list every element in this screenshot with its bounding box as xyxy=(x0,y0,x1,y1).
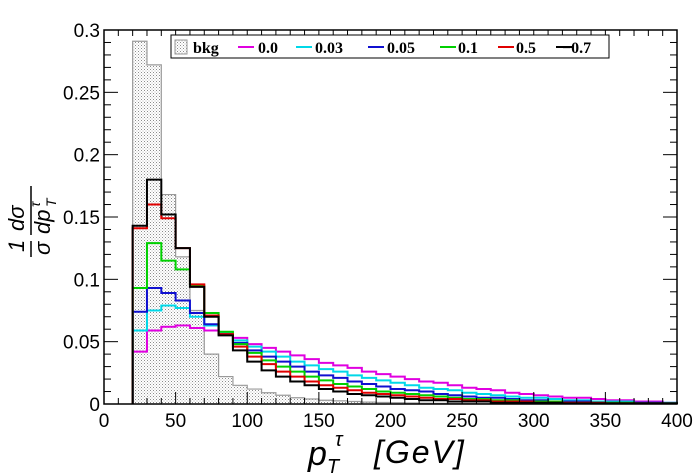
series-layer xyxy=(131,40,678,405)
series-4 xyxy=(131,242,678,405)
y-tick-label: 0.1 xyxy=(74,270,100,291)
x-axis-title-sub: T xyxy=(327,456,341,475)
x-tick-label: 100 xyxy=(231,411,263,432)
legend-label: 0.5 xyxy=(516,40,536,57)
bkg-bin xyxy=(232,385,248,404)
bkg-bin xyxy=(189,310,205,404)
bkg-bin xyxy=(218,376,233,404)
x-tick-label: 300 xyxy=(518,411,550,432)
x-tick-label: 250 xyxy=(446,411,478,432)
series-outline xyxy=(131,178,678,405)
series-outline xyxy=(132,40,678,405)
y-axis-title-dp: dp xyxy=(30,210,55,234)
x-tick-label: 200 xyxy=(375,411,407,432)
bkg-bin xyxy=(204,354,219,404)
x-axis-title-sup: τ xyxy=(335,429,344,451)
legend-label: 0.0 xyxy=(258,40,278,57)
y-axis-title-dsigma: dσ xyxy=(4,205,29,231)
bkg-bin xyxy=(347,401,362,404)
legend-items: bkg 0.0 0.03 0.05 0.1 0.5 −0.7 xyxy=(174,39,591,57)
bkg-bin xyxy=(247,389,262,404)
x-tick-label: 400 xyxy=(661,411,693,432)
legend-label: 0.05 xyxy=(387,40,415,57)
series-0 xyxy=(132,40,678,405)
x-tick-label: 0 xyxy=(99,411,110,432)
x-tick-labels: 0 50 100 150 200 250 300 350 400 xyxy=(99,411,693,432)
legend-label: 0.1 xyxy=(458,40,478,57)
y-axis-title-one: 1 xyxy=(4,240,29,252)
y-tick-label: 0 xyxy=(89,395,100,416)
bkg-bin xyxy=(304,399,319,404)
legend-box xyxy=(170,34,610,59)
x-tick-label: 350 xyxy=(590,411,622,432)
x-tick-label: 50 xyxy=(165,411,186,432)
series-6 xyxy=(131,178,678,405)
legend: bkg 0.0 0.03 0.05 0.1 0.5 −0.7 xyxy=(170,34,610,59)
bkg-bin xyxy=(175,256,190,404)
x-axis-title: pT xyxy=(307,435,341,475)
y-tick-labels: 0 0.05 0.1 0.15 0.2 0.25 0.3 xyxy=(63,21,100,416)
bkg-bin xyxy=(261,392,276,404)
legend-label: −0.7 xyxy=(562,40,591,57)
legend-label: 0.03 xyxy=(315,40,343,57)
bkg-bin xyxy=(290,397,305,404)
y-axis-title: 1 σ dσ dp τ T xyxy=(4,186,59,257)
y-tick-label: 0.2 xyxy=(74,146,100,167)
y-axis-title-sigma: σ xyxy=(30,241,55,255)
bkg-bin xyxy=(275,395,291,404)
y-tick-label: 0.15 xyxy=(63,208,100,229)
x-tick-label: 150 xyxy=(303,411,335,432)
bkg-bin xyxy=(318,400,334,404)
x-axis-title-unit: [GeV] xyxy=(373,434,466,470)
series-outline xyxy=(131,242,678,405)
bkg-bin xyxy=(146,64,162,404)
bkg-bin xyxy=(333,400,348,404)
y-tick-label: 0.25 xyxy=(63,83,100,104)
legend-swatch xyxy=(174,39,188,55)
y-axis-title-sub: T xyxy=(43,197,59,207)
y-tick-label: 0.3 xyxy=(74,21,100,42)
plot-frame xyxy=(103,29,678,405)
bkg-bin xyxy=(361,402,377,404)
bkg-bin xyxy=(161,194,176,404)
y-tick-label: 0.05 xyxy=(63,333,100,354)
bkg-bin xyxy=(132,41,147,404)
y-axis-title-sup: τ xyxy=(27,201,43,207)
x-axis-title-p: p xyxy=(307,435,327,473)
legend-label: bkg xyxy=(193,40,219,57)
